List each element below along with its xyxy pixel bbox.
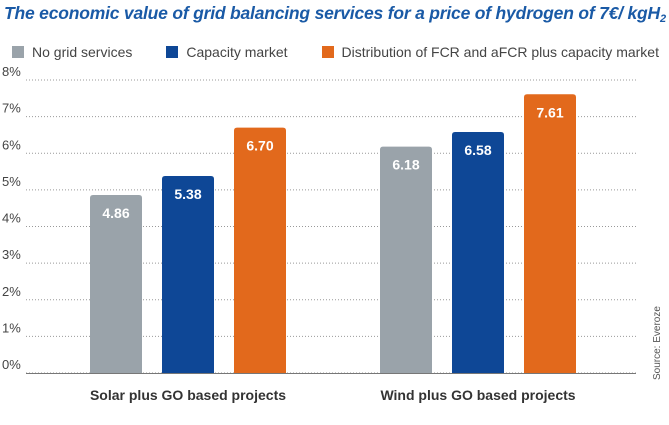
legend-item-no-grid-services: No grid services <box>12 44 132 60</box>
source-credit: Source: Everoze <box>652 306 663 380</box>
bar-value-label: 7.61 <box>536 104 563 120</box>
bar-value-label: 5.38 <box>174 186 201 202</box>
chart-title-text: The economic value of grid balancing ser… <box>4 3 660 23</box>
y-tick-label: 8% <box>2 64 21 79</box>
y-tick-label: 3% <box>2 247 21 262</box>
y-tick-label: 6% <box>2 137 21 152</box>
bar-value-label: 6.70 <box>246 138 273 154</box>
legend-swatch-no-grid-services <box>12 46 24 58</box>
bar <box>452 132 504 373</box>
legend-item-capacity-market: Capacity market <box>166 44 288 60</box>
y-tick-label: 5% <box>2 174 21 189</box>
bar-value-label: 6.18 <box>392 157 419 173</box>
y-tick-label: 7% <box>2 101 21 116</box>
bar <box>524 94 576 373</box>
bar-value-label: 6.58 <box>464 142 491 158</box>
legend-item-fcr-afcr: Distribution of FCR and aFCR plus capaci… <box>321 44 659 60</box>
legend-label-fcr-afcr: Distribution of FCR and aFCR plus capaci… <box>341 44 659 60</box>
bar <box>90 195 142 373</box>
y-tick-label: 1% <box>2 320 21 335</box>
legend-swatch-capacity-market <box>166 46 179 58</box>
chart-title-subscript: 2 <box>659 13 666 25</box>
y-tick-label: 0% <box>2 357 21 372</box>
x-category-label: Solar plus GO based projects <box>90 387 286 403</box>
legend: No grid services Capacity market Distrib… <box>12 44 659 60</box>
chart-title: The economic value of grid balancing ser… <box>4 3 669 25</box>
y-tick-label: 4% <box>2 211 21 226</box>
y-tick-label: 2% <box>2 284 21 299</box>
legend-label-capacity-market: Capacity market <box>186 44 288 60</box>
bar <box>380 146 432 373</box>
bar <box>234 127 286 373</box>
bar <box>162 175 214 373</box>
legend-label-no-grid-services: No grid services <box>32 44 133 60</box>
x-category-label: Wind plus GO based projects <box>380 387 575 403</box>
bar-value-label: 4.86 <box>102 205 129 221</box>
legend-swatch-fcr-afcr <box>321 46 334 58</box>
